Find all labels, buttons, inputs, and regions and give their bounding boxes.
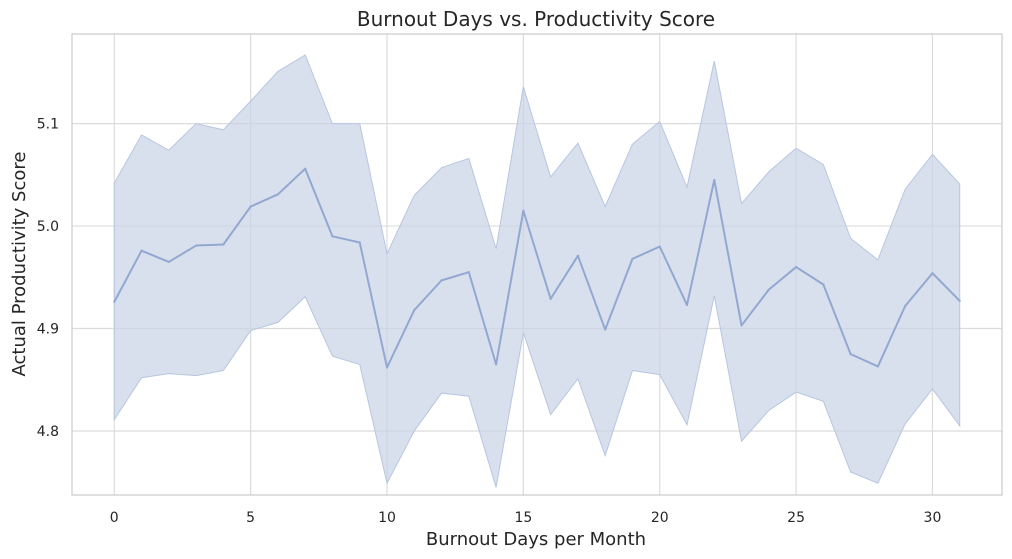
x-tick-label: 5 xyxy=(246,510,255,526)
x-tick-label: 30 xyxy=(924,510,942,526)
data-point xyxy=(385,366,389,369)
y-tick-label: 4.9 xyxy=(37,322,59,338)
y-axis-ticks: 4.8 4.9 5.0 5.1 xyxy=(37,117,59,440)
data-point xyxy=(713,178,716,182)
x-axis-ticks: 0 5 10 15 20 25 30 xyxy=(110,510,942,526)
data-point xyxy=(140,249,143,252)
series-line xyxy=(113,167,961,369)
data-point xyxy=(740,324,743,327)
data-point xyxy=(331,235,334,238)
data-point xyxy=(304,167,307,170)
data-point xyxy=(931,272,934,275)
data-point xyxy=(767,288,770,291)
data-point xyxy=(685,303,689,307)
plot-area-frame xyxy=(71,33,1003,496)
data-point xyxy=(549,297,552,300)
data-point xyxy=(576,254,580,257)
x-tick-label: 25 xyxy=(787,510,805,526)
x-tick-label: 15 xyxy=(514,510,532,526)
data-point xyxy=(822,283,825,286)
data-point xyxy=(494,363,498,366)
confidence-band-layer xyxy=(113,54,961,488)
chart-title: Burnout Days vs. Productivity Score xyxy=(357,7,715,31)
confidence-band xyxy=(113,54,961,488)
data-point xyxy=(358,241,361,244)
data-point xyxy=(958,299,961,302)
data-point xyxy=(276,193,280,196)
data-point xyxy=(222,243,225,246)
data-point xyxy=(631,257,634,260)
data-point xyxy=(876,365,880,368)
y-tick-label: 4.8 xyxy=(37,424,59,440)
data-point xyxy=(413,308,416,312)
data-point xyxy=(794,265,798,269)
y-tick-label: 5.1 xyxy=(37,117,59,133)
data-point xyxy=(113,300,116,303)
data-point xyxy=(604,328,607,331)
x-tick-label: 20 xyxy=(651,510,669,526)
y-tick-label: 5.0 xyxy=(37,219,59,235)
data-point xyxy=(849,353,852,356)
data-point xyxy=(167,260,170,264)
data-point xyxy=(440,279,443,282)
data-point xyxy=(658,245,661,248)
y-axis-label: Actual Productivity Score xyxy=(9,152,30,377)
x-axis-label: Burnout Days per Month xyxy=(426,529,646,550)
data-point xyxy=(194,244,198,247)
data-point xyxy=(522,209,525,212)
x-tick-label: 0 xyxy=(110,510,119,526)
data-point xyxy=(249,205,252,208)
data-point xyxy=(467,271,470,274)
data-point xyxy=(904,304,907,308)
series-line-layer xyxy=(113,167,961,369)
x-tick-label: 10 xyxy=(378,510,396,526)
